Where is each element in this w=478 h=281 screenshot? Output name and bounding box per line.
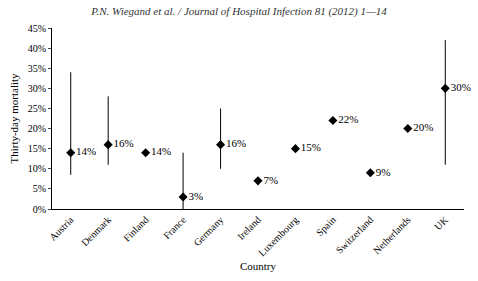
- svg-text:UK: UK: [432, 214, 451, 233]
- svg-text:16%: 16%: [114, 137, 134, 149]
- svg-text:Netherlands: Netherlands: [371, 214, 413, 256]
- svg-text:25%: 25%: [28, 103, 46, 114]
- svg-text:22%: 22%: [338, 113, 358, 125]
- svg-text:5%: 5%: [33, 183, 46, 194]
- svg-text:0%: 0%: [33, 204, 46, 215]
- svg-text:20%: 20%: [413, 121, 433, 133]
- svg-text:Germany: Germany: [191, 214, 225, 248]
- svg-text:30%: 30%: [451, 81, 471, 93]
- svg-text:P.N. Wiegand et al. / Journal: P.N. Wiegand et al. / Journal of Hospita…: [90, 5, 387, 18]
- svg-text:Austria: Austria: [47, 214, 76, 243]
- svg-text:7%: 7%: [263, 174, 278, 186]
- svg-text:3%: 3%: [188, 190, 203, 202]
- svg-text:35%: 35%: [28, 63, 46, 74]
- svg-text:Spain: Spain: [314, 214, 338, 238]
- svg-text:France: France: [161, 214, 188, 241]
- svg-text:10%: 10%: [28, 163, 46, 174]
- svg-text:Denmark: Denmark: [79, 214, 113, 248]
- svg-text:Country: Country: [240, 260, 277, 272]
- svg-text:14%: 14%: [151, 145, 171, 157]
- svg-text:Luxembourg: Luxembourg: [256, 214, 300, 258]
- svg-text:Finland: Finland: [121, 214, 150, 243]
- svg-text:Ireland: Ireland: [235, 214, 263, 242]
- svg-text:15%: 15%: [28, 143, 46, 154]
- svg-text:16%: 16%: [226, 137, 246, 149]
- svg-text:15%: 15%: [301, 141, 321, 153]
- svg-text:30%: 30%: [28, 83, 46, 94]
- svg-text:20%: 20%: [28, 123, 46, 134]
- svg-text:40%: 40%: [28, 43, 46, 54]
- svg-text:9%: 9%: [376, 166, 391, 178]
- svg-text:14%: 14%: [76, 145, 96, 157]
- svg-text:45%: 45%: [28, 23, 46, 34]
- svg-text:Thirty-day mortality: Thirty-day mortality: [8, 73, 20, 164]
- svg-text:Switzerland: Switzerland: [334, 214, 376, 256]
